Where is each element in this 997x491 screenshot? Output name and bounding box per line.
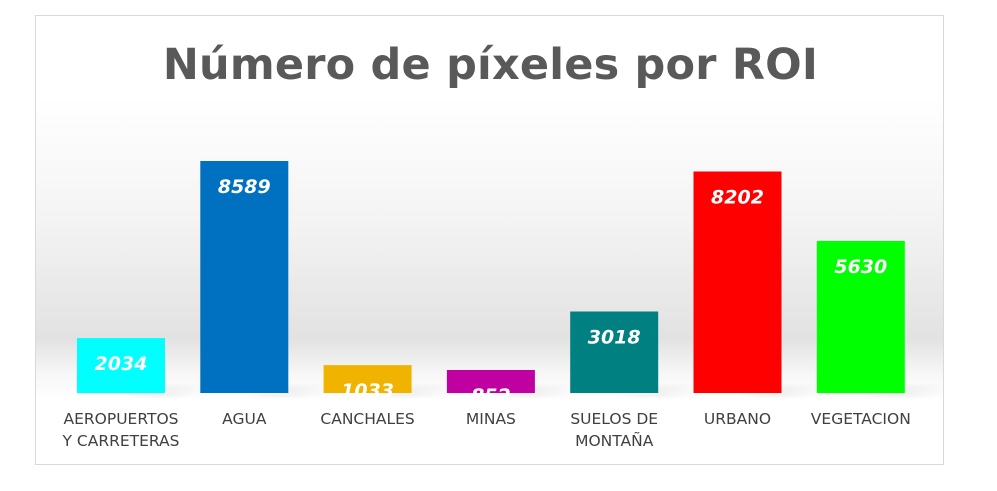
category-label-agua: AGUA <box>222 410 267 428</box>
category-label-line: CANCHALES <box>320 410 414 428</box>
bar-aeropuertos-y-carreteras <box>77 338 165 393</box>
category-label-canchales: CANCHALES <box>320 410 414 428</box>
data-label-aeropuertos-y-carreteras: 2034 <box>95 353 148 375</box>
data-label-minas: 852 <box>471 385 511 407</box>
bar-vegetacion <box>816 240 905 393</box>
bar-agua <box>200 161 289 393</box>
category-label-aeropuertos-y-carreteras: AEROPUERTOS Y CARRETERAS <box>62 410 180 450</box>
data-label-canchales: 1033 <box>341 380 394 402</box>
category-label-line: Y CARRETERAS <box>62 432 180 450</box>
bar-suelos-de-montana <box>570 311 659 393</box>
data-label-agua: 8589 <box>218 176 271 198</box>
chart-area: Número de píxeles por ROI 2034 8589 1033 85… <box>35 15 945 465</box>
category-label-line: MINAS <box>466 410 516 428</box>
bar-urbano <box>693 171 782 393</box>
category-label-line: SUELOS DE <box>570 410 658 428</box>
chart-title: Número de píxeles por ROI <box>162 40 819 90</box>
category-label-line: VEGETACION <box>811 410 911 428</box>
category-label-vegetacion: VEGETACION <box>811 410 911 428</box>
data-label-suelos-de-montana: 3018 <box>588 327 641 349</box>
category-label-line: URBANO <box>704 410 771 428</box>
category-label-suelos-de-montana: SUELOS DE MONTAÑA <box>570 410 658 450</box>
bar-canchales <box>323 365 412 393</box>
category-label-line: AGUA <box>222 410 267 428</box>
bar-minas <box>446 370 535 393</box>
category-label-line: MONTAÑA <box>575 431 654 450</box>
category-label-line: AEROPUERTOS <box>63 410 178 428</box>
category-label-urbano: URBANO <box>704 410 771 428</box>
data-label-vegetacion: 5630 <box>834 256 887 278</box>
plot-area: 2034 8589 1033 852 3018 8202 5630 AEROPUERTOS Y… <box>62 161 945 450</box>
data-label-urbano: 8202 <box>711 187 764 209</box>
category-label-minas: MINAS <box>466 410 516 428</box>
